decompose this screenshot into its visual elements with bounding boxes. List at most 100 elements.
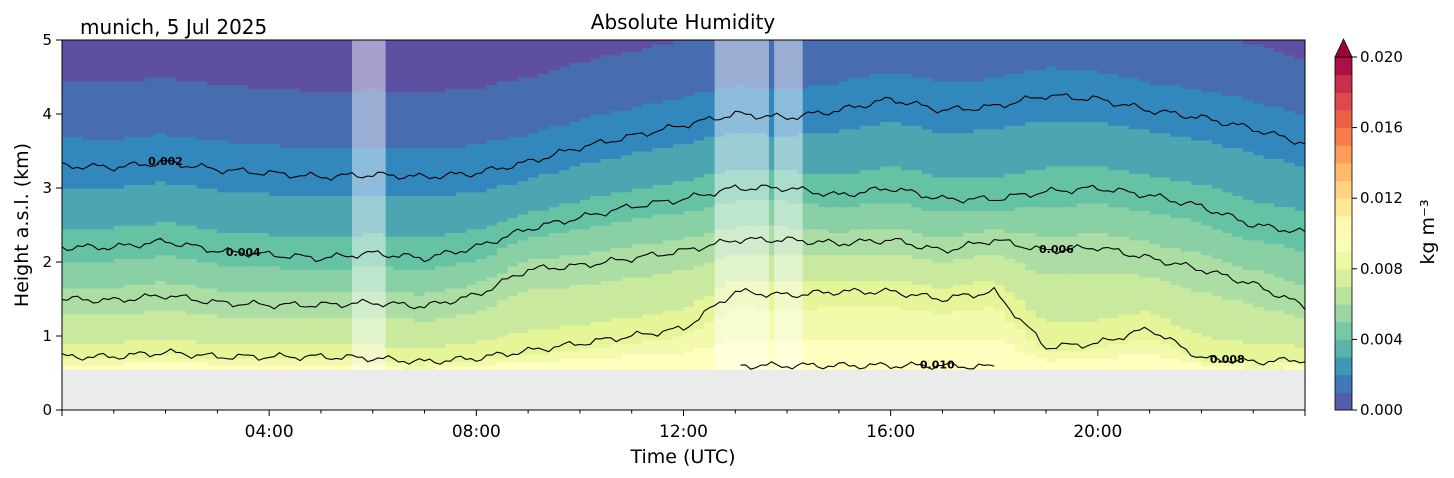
field-cell xyxy=(538,169,550,174)
field-cell xyxy=(310,284,322,289)
field-cell xyxy=(279,239,291,245)
field-cell xyxy=(465,262,477,267)
field-cell xyxy=(155,225,167,230)
field-cell xyxy=(331,169,343,174)
field-cell xyxy=(497,225,509,230)
field-cell xyxy=(238,228,250,233)
field-cell xyxy=(579,162,591,167)
field-cell xyxy=(175,247,187,252)
field-cell xyxy=(538,139,550,145)
field-cell xyxy=(507,276,519,282)
field-cell xyxy=(72,247,84,252)
field-cell xyxy=(144,58,156,63)
field-cell xyxy=(476,191,488,196)
field-cell xyxy=(175,291,187,296)
field-cell xyxy=(238,254,250,259)
field-cell xyxy=(196,243,208,248)
field-cell xyxy=(248,336,260,341)
field-cell xyxy=(258,77,270,82)
field-cell xyxy=(238,276,250,282)
field-cell xyxy=(383,165,395,171)
field-cell xyxy=(559,243,571,248)
field-cell xyxy=(124,202,136,208)
field-cell xyxy=(103,147,115,152)
field-cell xyxy=(610,73,622,78)
field-cell xyxy=(476,247,488,252)
field-cell xyxy=(227,180,239,185)
field-cell xyxy=(548,243,560,248)
field-cell xyxy=(341,151,353,156)
field-cell xyxy=(590,221,602,226)
field-cell xyxy=(528,106,540,111)
field-cell xyxy=(227,295,239,300)
field-cell xyxy=(320,287,332,293)
field-cell xyxy=(476,165,488,171)
field-cell xyxy=(103,99,115,104)
field-cell xyxy=(341,95,353,100)
field-cell xyxy=(559,258,571,263)
field-cell xyxy=(289,102,301,108)
field-cell xyxy=(248,262,260,267)
field-cell xyxy=(445,147,457,152)
field-cell xyxy=(434,321,446,326)
field-cell xyxy=(528,336,540,341)
field-cell xyxy=(559,217,571,222)
field-cell xyxy=(331,128,343,134)
field-cell xyxy=(289,43,301,48)
field-cell xyxy=(269,295,281,300)
field-cell xyxy=(238,324,250,330)
field-cell xyxy=(528,302,540,307)
field-cell xyxy=(217,269,229,274)
field-cell xyxy=(186,114,198,119)
field-cell xyxy=(144,121,156,126)
field-cell xyxy=(155,321,167,326)
field-cell xyxy=(465,176,477,182)
field-cell xyxy=(103,258,115,263)
field-cell xyxy=(393,291,405,296)
field-cell xyxy=(517,69,529,74)
field-cell xyxy=(517,210,529,215)
field-cell xyxy=(289,347,301,352)
field-cell xyxy=(320,210,332,215)
field-cell xyxy=(445,180,457,185)
field-cell xyxy=(559,77,571,82)
field-cell xyxy=(610,258,622,263)
field-cell xyxy=(465,313,477,319)
field-cell xyxy=(134,54,146,60)
field-cell xyxy=(465,347,477,352)
field-cell xyxy=(507,343,519,348)
field-cell xyxy=(414,287,426,293)
field-cell xyxy=(590,199,602,204)
field-cell xyxy=(269,191,281,196)
field-cell xyxy=(82,317,94,322)
field-cell xyxy=(72,321,84,326)
field-cell xyxy=(300,195,312,200)
field-cell xyxy=(124,321,136,326)
field-cell xyxy=(196,239,208,245)
field-cell xyxy=(600,69,612,74)
field-cell xyxy=(476,328,488,333)
field-cell xyxy=(517,84,529,89)
field-cell xyxy=(445,295,457,300)
field-cell xyxy=(258,213,270,219)
field-cell xyxy=(279,202,291,208)
field-cell xyxy=(331,40,343,45)
field-cell xyxy=(320,40,332,45)
field-cell xyxy=(445,239,457,245)
field-cell xyxy=(517,151,529,156)
field-cell xyxy=(486,43,498,48)
field-cell xyxy=(93,191,105,196)
field-cell xyxy=(445,125,457,130)
field-cell xyxy=(217,343,229,348)
field-cell xyxy=(186,332,198,337)
field-cell xyxy=(590,236,602,241)
field-cell xyxy=(579,339,591,344)
field-cell xyxy=(455,317,467,322)
field-cell xyxy=(538,184,550,189)
field-cell xyxy=(258,254,270,259)
field-cell xyxy=(445,176,457,182)
field-cell xyxy=(383,80,395,85)
field-cell xyxy=(279,221,291,226)
field-cell xyxy=(341,306,353,311)
field-cell xyxy=(590,117,602,122)
